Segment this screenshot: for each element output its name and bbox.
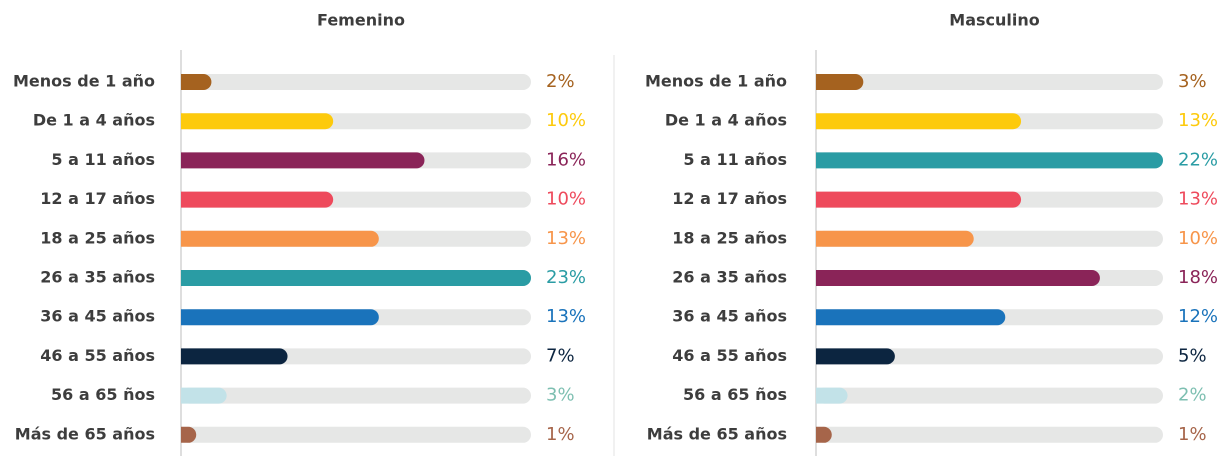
bar [181,191,334,208]
category-label: 36 a 45 años [40,307,155,326]
category-label: Más de 65 años [15,424,155,443]
chart-title: Masculino [949,11,1039,30]
bar-track [181,387,531,404]
value-label: 10% [1178,228,1218,249]
bar [181,309,379,326]
category-label: Menos de 1 año [13,72,155,91]
category-label: 46 a 55 años [672,346,787,365]
bar [181,270,531,286]
category-label: 5 a 11 años [683,150,787,169]
bar [181,230,379,247]
category-label: 56 a 65 ños [51,385,155,404]
category-label: De 1 a 4 años [33,111,155,130]
bar-track [816,426,1163,443]
category-label: 56 a 65 ños [683,385,787,404]
category-label: 18 a 25 años [672,228,787,247]
bar-track [181,74,531,90]
bar-track [816,348,1163,365]
category-label: 36 a 45 años [672,307,787,326]
bar [816,113,1022,130]
category-label: Menos de 1 año [645,72,787,91]
bar [181,74,212,90]
value-label: 13% [546,306,586,327]
bar [816,426,832,443]
bar [181,152,425,169]
value-label: 22% [1178,149,1218,170]
bar [816,191,1022,208]
bar-track [816,387,1163,404]
value-label: 3% [1178,71,1207,92]
value-label: 5% [1178,345,1207,366]
bar [816,230,974,247]
value-label: 2% [546,71,575,92]
bar [181,387,227,404]
value-label: 13% [1178,189,1218,210]
value-label: 16% [546,149,586,170]
value-label: 1% [1178,424,1207,445]
value-label: 7% [546,345,575,366]
bar [181,426,197,443]
bar-track [816,74,1163,90]
category-label: 12 a 17 años [672,189,787,208]
value-label: 12% [1178,306,1218,327]
bar [816,152,1163,169]
value-label: 10% [546,189,586,210]
category-label: Más de 65 años [647,424,787,443]
bar [816,309,1006,326]
bar-track [181,426,531,443]
value-label: 13% [546,228,586,249]
category-label: 26 a 35 años [672,268,787,287]
value-label: 1% [546,424,575,445]
bar [816,74,864,90]
value-label: 18% [1178,267,1218,288]
category-label: 26 a 35 años [40,268,155,287]
bar [816,387,848,404]
category-label: 46 a 55 años [40,346,155,365]
category-label: De 1 a 4 años [665,111,787,130]
value-label: 2% [1178,385,1207,406]
category-label: 5 a 11 años [51,150,155,169]
value-label: 10% [546,110,586,131]
bar [816,348,895,365]
category-label: 18 a 25 años [40,228,155,247]
chart-title: Femenino [317,11,405,30]
category-label: 12 a 17 años [40,189,155,208]
bar [181,113,334,130]
value-label: 13% [1178,110,1218,131]
bar [181,348,288,365]
value-label: 3% [546,385,575,406]
value-label: 23% [546,267,586,288]
bar [816,270,1100,286]
